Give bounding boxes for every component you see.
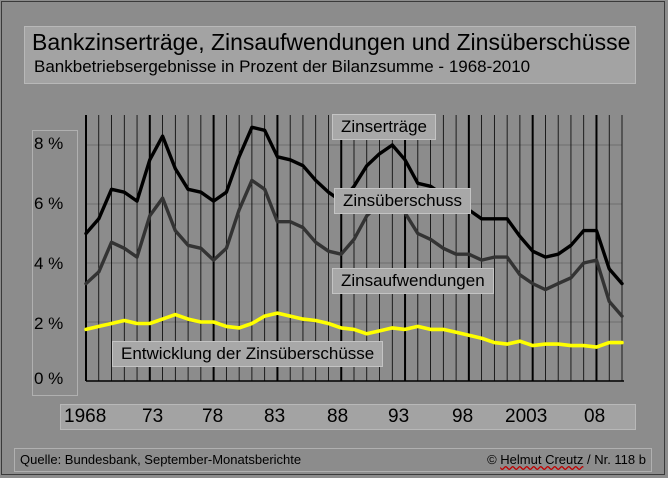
chart-subtitle: Bankbetriebsergebnisse in Prozent der Bi… — [34, 57, 531, 76]
y-tick-label: 6 % — [34, 194, 64, 213]
series-line-zinsaufwendungen — [84, 178, 624, 318]
x-tick-label: 08 — [584, 406, 606, 427]
author-name: Helmut Creutz — [500, 452, 584, 467]
x-tick-label: 78 — [202, 406, 224, 427]
credit-suffix: / Nr. 118 b — [583, 452, 646, 467]
y-tick-label: 2 % — [34, 314, 64, 333]
credit-note: © Helmut Creutz / Nr. 118 b — [487, 452, 646, 467]
x-tick-label: 98 — [452, 406, 474, 427]
y-tick-label: 0 % — [34, 369, 64, 388]
label-zinsertraege: Zinserträge — [332, 114, 436, 140]
x-tick-label: 2003 — [505, 406, 548, 427]
y-tick-label: 4 % — [34, 254, 64, 273]
credit-prefix: © — [487, 452, 501, 467]
x-tick-label: 93 — [388, 406, 410, 427]
x-tick-label: 83 — [264, 406, 286, 427]
title-box — [24, 26, 636, 84]
x-axis-box — [60, 404, 636, 430]
label-entwicklung: Entwicklung der Zinsüberschüsse — [112, 341, 384, 367]
label-zinsaufwendungen: Zinsaufwendungen — [332, 268, 494, 294]
series-line-zinsertraege — [84, 125, 624, 286]
source-note: Quelle: Bundesbank, September-Monatsberi… — [20, 452, 302, 467]
footer-box — [14, 448, 652, 472]
chart-title: Bankzinserträge, Zinsaufwendungen und Zi… — [32, 29, 631, 55]
y-tick-label: 8 % — [34, 134, 64, 153]
x-tick-label: 88 — [327, 406, 349, 427]
x-tick-label: 73 — [142, 406, 164, 427]
label-zinsueberschuss: Zinsüberschuss — [334, 188, 472, 214]
x-tick-label: 1968 — [64, 406, 107, 427]
series-line-entwicklung — [84, 311, 624, 349]
y-axis-box — [32, 130, 78, 396]
